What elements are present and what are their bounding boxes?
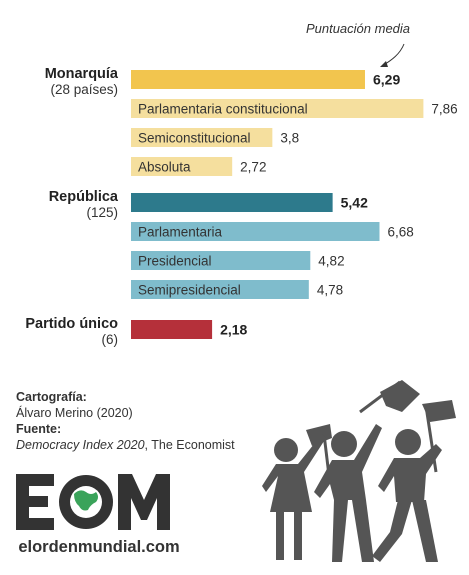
group-bar — [131, 70, 365, 89]
group-sublabel: (125) — [86, 205, 118, 220]
subtype-label: Presidencial — [138, 254, 212, 269]
subtype-label: Parlamentaria constitucional — [138, 102, 308, 117]
group-label: Partido único — [25, 316, 118, 332]
credits-source-rest: , The Economist — [144, 438, 235, 452]
subtype-value-label: 2,72 — [240, 160, 266, 175]
credits-carto-value: Álvaro Merino (2020) — [16, 406, 133, 420]
logo-url: elordenmundial.com — [18, 538, 179, 556]
credits-carto-label: Cartografía: — [16, 390, 87, 404]
subtype-label: Semiconstitucional — [138, 131, 251, 146]
annotation-text: Puntuación media — [306, 21, 410, 36]
group-bar — [131, 193, 333, 212]
subtype-value-label: 4,82 — [318, 254, 344, 269]
subtype-bar — [131, 251, 311, 270]
group-bar — [131, 320, 213, 339]
credits: Cartografía: Álvaro Merino (2020) Fuente… — [16, 389, 235, 453]
group-0: Monarquía(28 países) 6,29 Parlamentaria co… — [45, 66, 458, 176]
group-value-label: 2,18 — [220, 322, 247, 338]
annotation-arrowhead — [380, 61, 388, 67]
subtype-bar — [131, 280, 309, 299]
group-sublabel: (6) — [102, 332, 119, 347]
chart: Puntuación media Monarquía(28 países) 6,2… — [25, 21, 457, 347]
group-label: Monarquía — [45, 66, 119, 82]
group-2: Partido único(6) 2,18 — [25, 316, 247, 347]
credits-source-line: Democracy Index 2020, The Economist — [16, 437, 235, 453]
subtype-bar — [131, 222, 380, 241]
subtype-bar — [131, 157, 233, 176]
credits-source-italic: Democracy Index 2020 — [16, 438, 145, 452]
subtype-bar — [131, 128, 273, 147]
annotation-group: Puntuación media — [306, 21, 410, 67]
group-sublabel: (28 países) — [50, 82, 118, 97]
protest-flags-icon — [262, 380, 456, 562]
eom-logo: elordenmundial.com — [16, 474, 180, 556]
subtype-bar — [131, 99, 424, 118]
subtype-value-label: 7,86 — [431, 102, 457, 117]
group-1: República(125) 5,42 Parlamentaria 6,68 Presi… — [49, 189, 414, 299]
subtype-label: Parlamentaria — [138, 225, 223, 240]
subtype-label: Semipresidencial — [138, 283, 241, 298]
credits-source-label: Fuente: — [16, 422, 62, 436]
globe-icon — [59, 475, 113, 529]
subtype-value-label: 4,78 — [317, 283, 343, 298]
subtype-value-label: 3,8 — [280, 131, 299, 146]
bars: Monarquía(28 países) 6,29 Parlamentaria co… — [25, 66, 457, 347]
group-label: República — [49, 189, 119, 205]
group-value-label: 6,29 — [373, 72, 400, 88]
group-value-label: 5,42 — [341, 195, 368, 211]
subtype-value-label: 6,68 — [387, 225, 413, 240]
subtype-label: Absoluta — [138, 160, 191, 175]
